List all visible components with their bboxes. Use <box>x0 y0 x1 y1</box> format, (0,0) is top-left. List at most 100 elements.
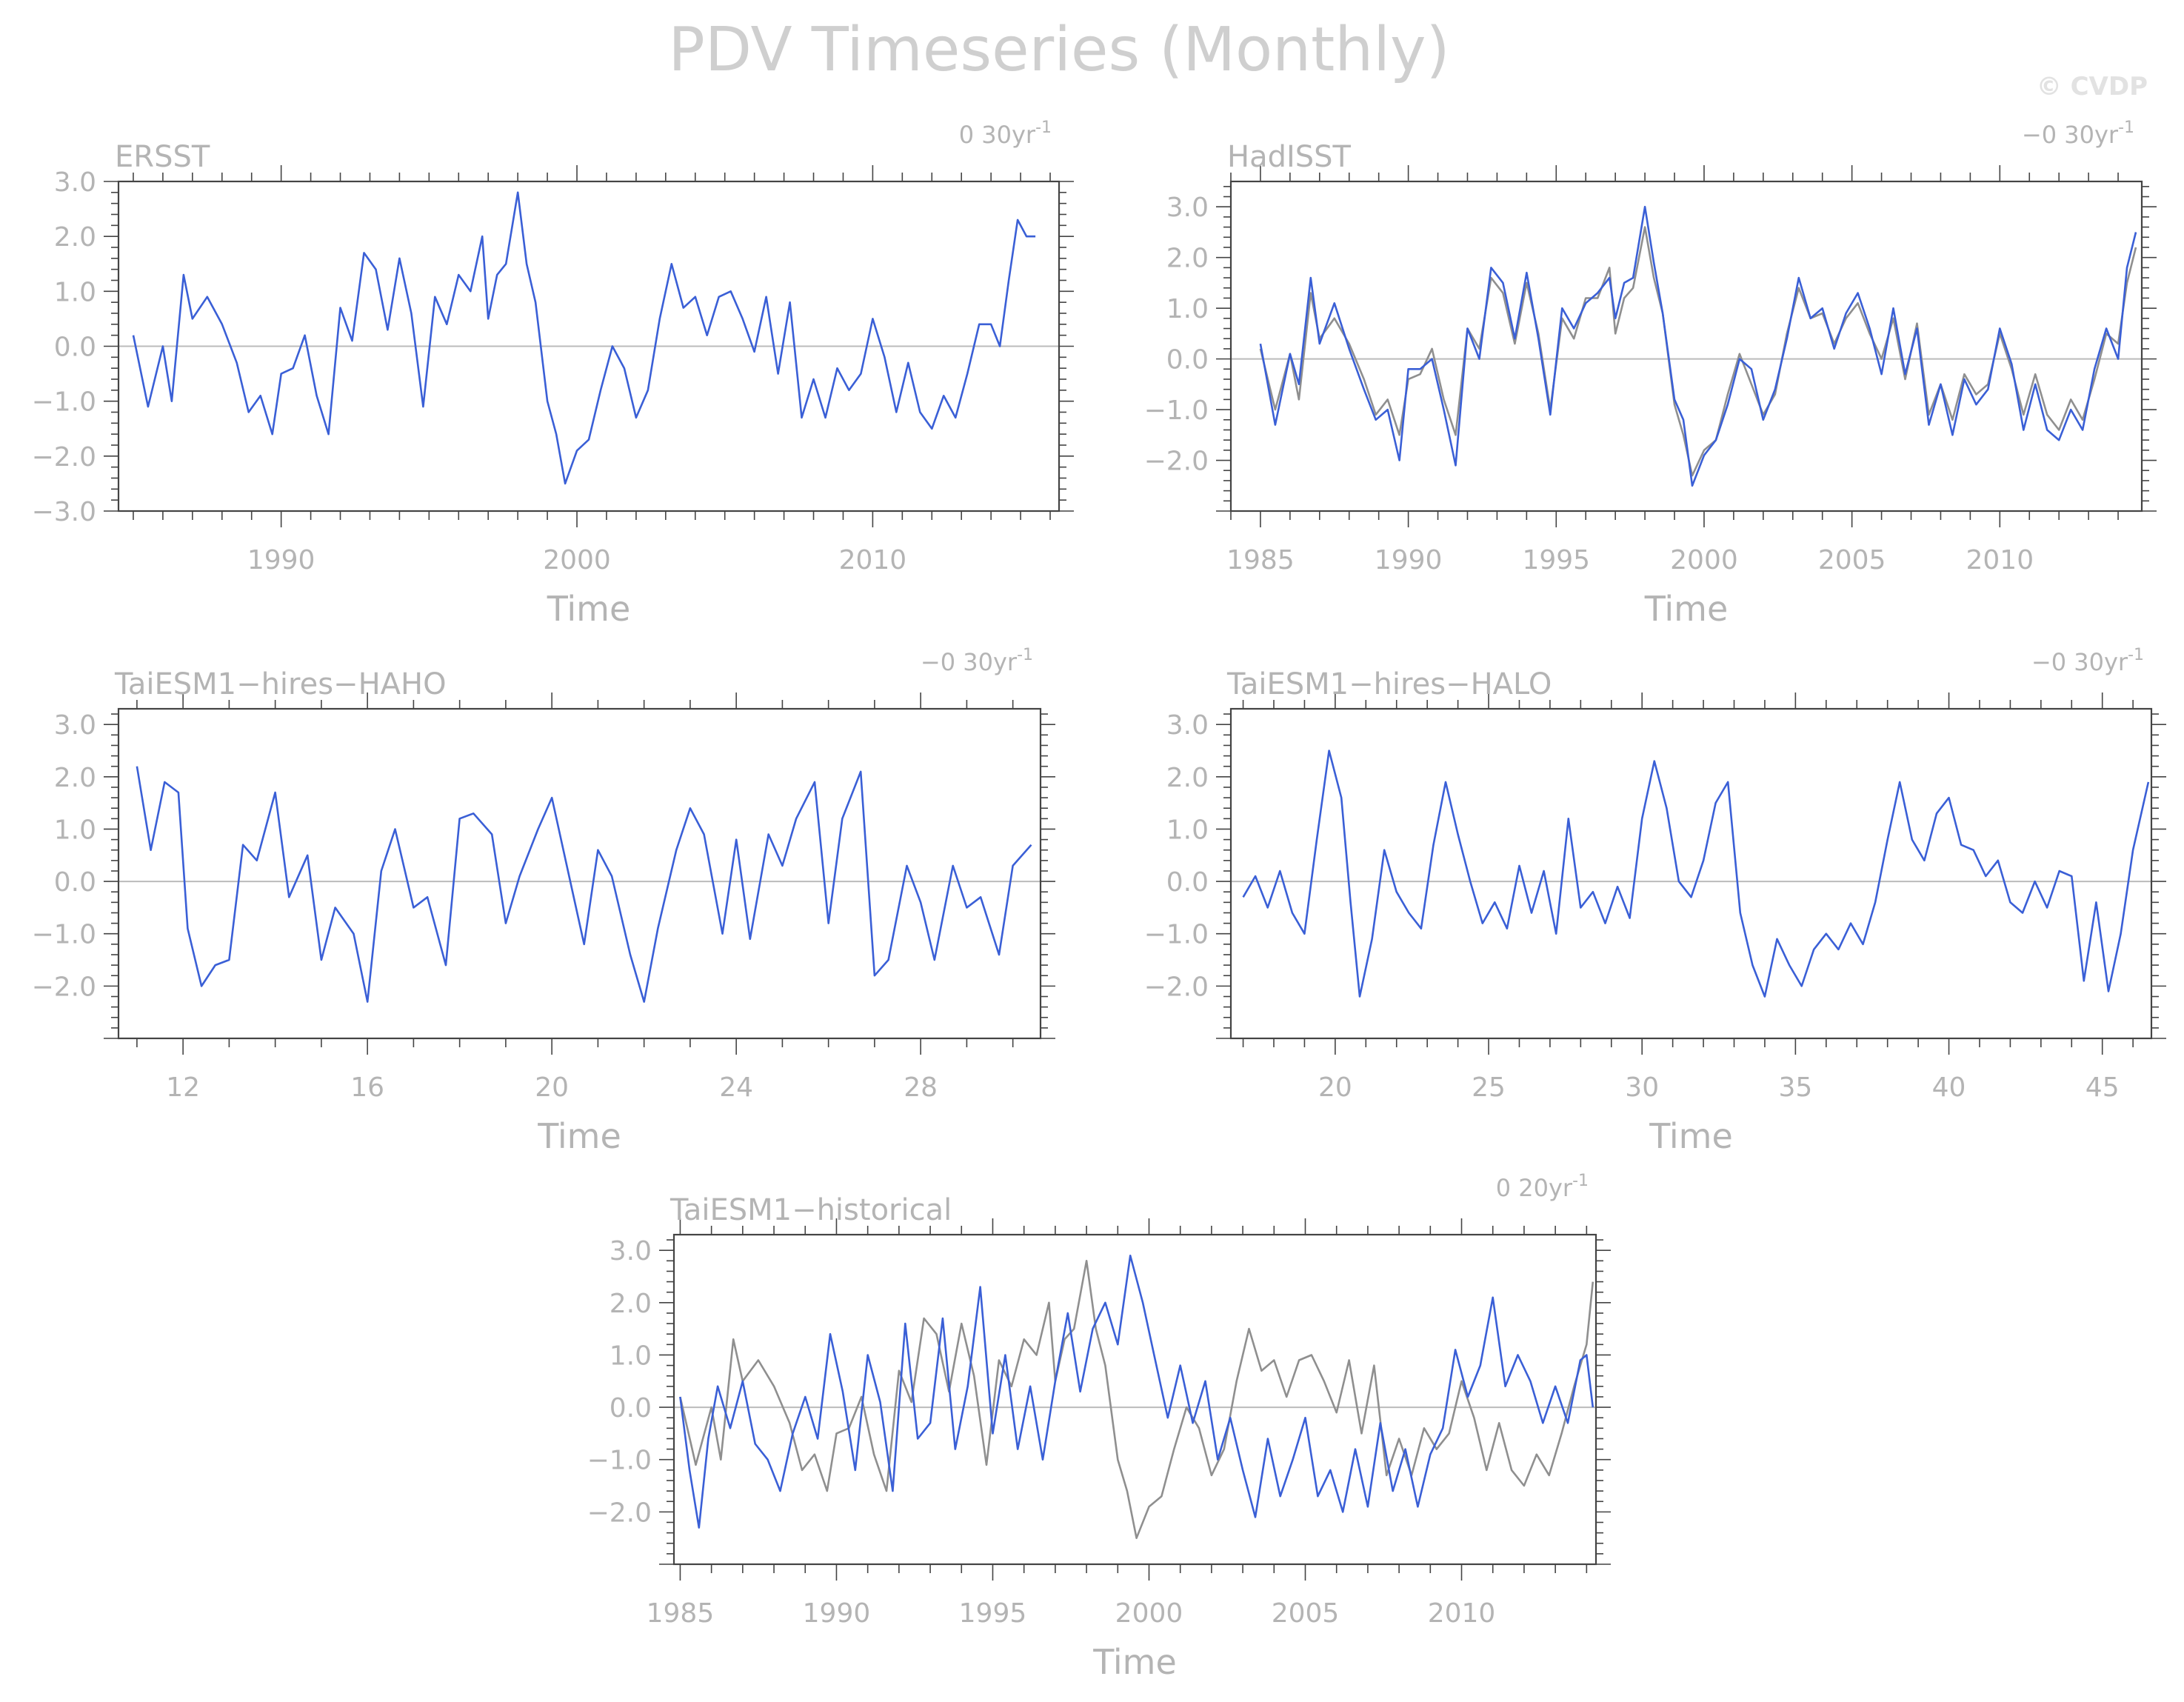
x-tick-label: 2005 <box>1272 1598 1340 1629</box>
y-tick-label: 2.0 <box>1166 244 1209 274</box>
y-tick-label: 0.0 <box>54 333 96 363</box>
y-tick-label: 2.0 <box>54 222 96 253</box>
trend-label: 0 20yr-1 <box>1496 1172 1589 1202</box>
x-tick-label: 2000 <box>1670 545 1738 575</box>
y-tick-label: −2.0 <box>32 972 96 1002</box>
y-tick-label: 0.0 <box>1166 867 1209 898</box>
series-line-model <box>679 1255 1594 1529</box>
y-tick-label: −2.0 <box>587 1498 652 1528</box>
trend-unit-exponent: -1 <box>1572 1172 1589 1190</box>
y-tick-label: 1.0 <box>610 1341 652 1371</box>
y-tick-label: −3.0 <box>32 497 96 527</box>
trend-value: 0 30yr <box>959 121 1036 149</box>
trend-value: −0 30yr <box>2022 121 2119 149</box>
x-axis-label: Time <box>1649 1116 1733 1156</box>
y-tick-label: 1.0 <box>1166 815 1209 845</box>
trend-label: −0 30yr-1 <box>2031 646 2144 676</box>
x-tick-label: 45 <box>2086 1072 2120 1103</box>
x-tick-label: 1985 <box>647 1598 715 1629</box>
y-tick-label: 0.0 <box>1166 345 1209 376</box>
y-tick-label: −1.0 <box>1144 920 1209 950</box>
series-line-model <box>1242 750 2150 998</box>
panel-2: −2.0 −1.0 0.0 1.0 2.0 3.0 1985 1990 1995 2000 2005… <box>1144 119 2157 629</box>
y-tick-label: 0.0 <box>54 867 96 898</box>
y-tick-label: 3.0 <box>54 167 96 198</box>
x-tick-label: 1990 <box>803 1598 871 1629</box>
trend-value: −0 30yr <box>921 648 1018 676</box>
panel-title: HadISST <box>1227 140 1352 174</box>
y-tick-label: 2.0 <box>610 1289 652 1319</box>
x-tick-label: 1995 <box>1522 545 1590 575</box>
trend-unit-exponent: -1 <box>2128 646 2144 664</box>
plot-frame <box>1229 707 2153 1040</box>
y-tick-label: 3.0 <box>1166 710 1209 741</box>
series-line-model <box>136 766 1032 1003</box>
copyright-label: © CVDP <box>2037 72 2148 101</box>
trend-unit-exponent: -1 <box>1035 119 1052 137</box>
x-tick-label: 1990 <box>1375 545 1443 575</box>
y-tick-label: 0.0 <box>610 1393 652 1424</box>
panel-title: TaiESM1−hires−HALO <box>1226 667 1552 701</box>
y-tick-label: −2.0 <box>1144 447 1209 477</box>
x-tick-label: 2005 <box>1818 545 1886 575</box>
x-axis-label: Time <box>547 589 631 629</box>
y-tick-label: 2.0 <box>54 763 96 793</box>
series-line-obs <box>679 1260 1594 1539</box>
x-tick-label: 35 <box>1778 1072 1812 1103</box>
panel-4: −2.0 −1.0 0.0 1.0 2.0 3.0 20 25 30 35 40 45 Time TaiE… <box>1144 646 2166 1156</box>
y-tick-label: −2.0 <box>32 442 96 473</box>
y-tick-label: −1.0 <box>587 1446 652 1476</box>
y-tick-label: 1.0 <box>54 815 96 845</box>
y-tick-label: 2.0 <box>1166 763 1209 793</box>
trend-label: −0 30yr-1 <box>2022 119 2134 149</box>
trend-label: 0 30yr-1 <box>959 119 1052 149</box>
series-line-obs <box>1259 226 2137 477</box>
series-line-model <box>1259 205 2137 487</box>
y-tick-label: 3.0 <box>54 710 96 741</box>
trend-unit-exponent: -1 <box>1017 646 1033 664</box>
x-tick-label: 2010 <box>1966 545 2034 575</box>
x-tick-label: 2000 <box>1115 1598 1183 1629</box>
x-tick-label: 25 <box>1472 1072 1506 1103</box>
trend-label: −0 30yr-1 <box>921 646 1033 676</box>
plot-frame <box>1229 180 2143 513</box>
x-axis-label: Time <box>1092 1642 1177 1682</box>
y-tick-label: 3.0 <box>1166 193 1209 223</box>
x-tick-label: 30 <box>1625 1072 1659 1103</box>
x-axis-label: Time <box>1644 589 1729 629</box>
series-line-model <box>132 191 1036 485</box>
x-tick-label: 12 <box>166 1072 200 1103</box>
y-tick-label: 3.0 <box>610 1236 652 1267</box>
x-tick-label: 1985 <box>1226 545 1295 575</box>
panel-1: −3.0 −2.0 −1.0 0.0 1.0 2.0 3.0 1990 2000 2010 Time… <box>32 119 1074 629</box>
panel-title: TaiESM1−hires−HAHO <box>114 667 447 701</box>
y-tick-label: −2.0 <box>1144 972 1209 1002</box>
y-tick-label: −1.0 <box>32 387 96 418</box>
x-tick-label: 1995 <box>959 1598 1027 1629</box>
x-tick-label: 24 <box>719 1072 753 1103</box>
x-tick-label: 20 <box>1318 1072 1352 1103</box>
x-tick-label: 1990 <box>247 545 315 575</box>
x-axis-label: Time <box>537 1116 621 1156</box>
y-tick-label: −1.0 <box>32 920 96 950</box>
panel-title: ERSST <box>115 140 210 174</box>
x-tick-label: 40 <box>1932 1072 1966 1103</box>
plot-frame <box>672 1233 1597 1566</box>
x-tick-label: 28 <box>904 1072 938 1103</box>
y-tick-label: −1.0 <box>1144 396 1209 426</box>
panel-title: TaiESM1−historical <box>669 1193 952 1227</box>
x-tick-label: 2010 <box>1428 1598 1496 1629</box>
trend-value: −0 30yr <box>2031 648 2128 676</box>
plot-frame <box>117 707 1042 1040</box>
trend-value: 0 20yr <box>1496 1174 1573 1202</box>
panel-3: −2.0 −1.0 0.0 1.0 2.0 3.0 12 16 20 24 28 Time TaiESM… <box>32 646 1055 1156</box>
x-tick-label: 2000 <box>543 545 611 575</box>
x-tick-label: 20 <box>535 1072 569 1103</box>
y-tick-label: 1.0 <box>1166 294 1209 324</box>
y-tick-label: 1.0 <box>54 277 96 307</box>
x-tick-label: 16 <box>350 1072 384 1103</box>
trend-unit-exponent: -1 <box>2118 119 2134 137</box>
page-title: PDV Timeseries (Monthly) <box>668 15 1449 85</box>
